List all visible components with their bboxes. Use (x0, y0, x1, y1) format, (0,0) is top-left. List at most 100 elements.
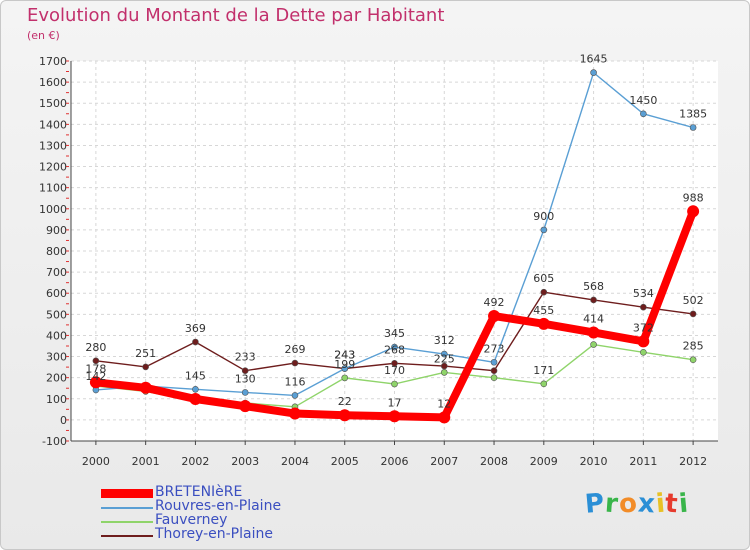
x-tick-label: 2010 (580, 455, 608, 468)
x-tick-label: 2002 (181, 455, 209, 468)
data-point (192, 338, 199, 346)
data-label: 312 (434, 334, 455, 347)
x-tick-label: 2004 (281, 455, 309, 468)
data-point (440, 369, 448, 376)
data-label: 12 (437, 397, 451, 410)
y-tick-label: 500 (46, 308, 67, 321)
data-point (438, 411, 451, 424)
chart-legend: BRETENIèRE Rouvres-en-Plaine Fauverney Thor… (101, 484, 361, 542)
x-tick-label: 2012 (679, 455, 707, 468)
y-tick-label: 1400 (39, 118, 67, 131)
data-point (341, 374, 349, 382)
data-label: 1450 (629, 94, 657, 107)
data-point (540, 226, 548, 234)
data-label: 178 (85, 362, 106, 375)
data-point (89, 376, 102, 389)
y-tick-label: 1500 (39, 97, 67, 110)
x-tick-label: 2007 (430, 455, 458, 468)
x-tick-label: 2006 (381, 455, 409, 468)
data-point (490, 374, 498, 381)
data-label: 1385 (679, 108, 707, 121)
data-label: 145 (185, 369, 206, 382)
x-tick-label: 2011 (629, 455, 657, 468)
data-point (391, 380, 398, 388)
data-label: 414 (583, 312, 604, 325)
x-tick-label: 2008 (480, 455, 508, 468)
data-point (391, 343, 398, 351)
data-point (689, 356, 697, 364)
logo-letter: i (677, 488, 691, 520)
data-label: 502 (683, 294, 704, 307)
data-point (241, 367, 249, 375)
data-label: 534 (633, 287, 654, 300)
y-tick-label: 900 (46, 224, 67, 237)
data-label: 273 (484, 342, 505, 355)
y-tick-label: 0 (60, 414, 67, 427)
legend-swatch (101, 521, 153, 523)
data-label: 568 (583, 280, 604, 293)
data-point (241, 389, 249, 396)
data-label: 225 (434, 352, 455, 365)
data-point (440, 362, 448, 370)
y-tick-label: 1700 (39, 55, 67, 68)
data-point (590, 69, 597, 76)
data-point (687, 205, 700, 218)
data-label: 345 (384, 327, 405, 340)
data-label: 116 (284, 375, 305, 388)
data-point (291, 392, 299, 399)
y-tick-label: 1200 (39, 161, 67, 174)
y-tick-label: 1300 (39, 139, 67, 152)
data-point (391, 360, 398, 367)
data-label: 170 (384, 364, 405, 377)
data-label: 233 (235, 351, 256, 364)
data-label: 280 (85, 341, 106, 354)
y-tick-label: 1600 (39, 76, 67, 89)
data-label: 268 (384, 343, 405, 356)
y-tick-label: -100 (42, 435, 67, 448)
data-point (490, 358, 498, 366)
legend-label: BRETENIèRE (155, 484, 243, 500)
data-point (537, 317, 550, 330)
data-label: 988 (683, 191, 704, 204)
data-label: 130 (235, 372, 256, 385)
data-label: 492 (484, 296, 505, 309)
x-tick-label: 2001 (132, 455, 160, 468)
proxiti-logo: Proxiti (583, 488, 691, 520)
data-point (488, 310, 501, 323)
y-tick-label: 100 (46, 393, 67, 406)
data-label: 1645 (580, 53, 608, 66)
data-label: 171 (533, 364, 554, 377)
legend-swatch (101, 489, 153, 498)
plot-area (71, 61, 718, 441)
legend-swatch (101, 535, 153, 537)
legend-item: BRETENIèRE (101, 484, 361, 500)
data-point (239, 400, 252, 413)
data-label: 243 (334, 349, 355, 362)
x-tick-label: 2003 (231, 455, 259, 468)
data-point (689, 310, 697, 318)
data-point (640, 349, 647, 356)
data-label: 455 (533, 304, 554, 317)
data-point (590, 296, 597, 304)
data-point (540, 288, 548, 296)
data-point (587, 326, 600, 339)
x-tick-label: 2005 (331, 455, 359, 468)
y-tick-label: 700 (46, 266, 67, 279)
data-point (139, 381, 152, 394)
data-label: 199 (334, 358, 355, 371)
data-label: 269 (284, 343, 305, 356)
data-point (189, 392, 202, 405)
legend-label: Rouvres-en-Plaine (155, 498, 282, 514)
data-point (341, 365, 349, 372)
data-label: 605 (533, 272, 554, 285)
y-tick-label: 800 (46, 245, 67, 258)
data-label: 369 (185, 322, 206, 335)
x-tick-label: 2000 (82, 455, 110, 468)
data-label: 251 (135, 347, 156, 360)
legend-item: Fauverney (101, 512, 361, 528)
logo-letter: x (636, 488, 657, 520)
y-tick-label: 600 (46, 287, 67, 300)
data-point (637, 335, 650, 348)
logo-letter: P (583, 488, 607, 520)
data-label: 243 (334, 349, 355, 362)
